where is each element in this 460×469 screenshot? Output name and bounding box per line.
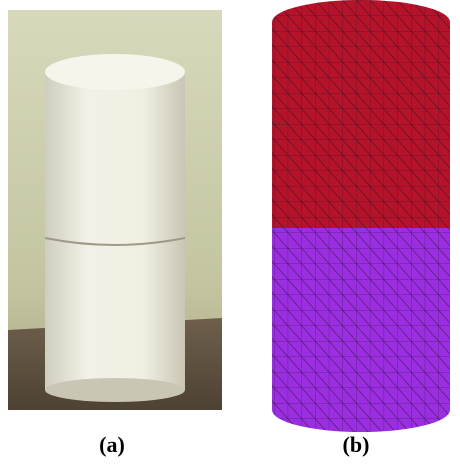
- specimen-base: [45, 378, 185, 402]
- specimen-top: [45, 54, 185, 90]
- photo-panel: [8, 10, 222, 410]
- panel-label: (b): [343, 432, 370, 457]
- mesh-lines: [272, 0, 450, 432]
- mesh-panel: [272, 0, 450, 432]
- panel-label: (a): [99, 432, 125, 457]
- specimen: [45, 72, 185, 390]
- figure: (a) (b): [0, 0, 460, 469]
